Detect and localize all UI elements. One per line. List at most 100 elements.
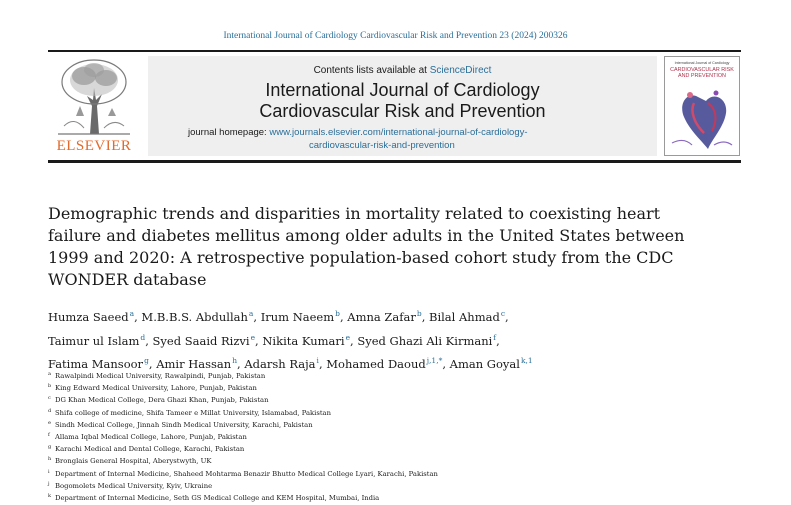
author-affiliation-marker[interactable]: g [144,356,149,365]
author-name: Mohamed Daoud [326,357,426,371]
affiliation-key: j [48,480,50,487]
author[interactable]: Amna Zafarb [347,309,422,324]
affiliation: e Sindh Medical College, Jinnah Sindh Med… [48,418,738,430]
contents-line: Contents lists available at ScienceDirec… [148,65,657,76]
journal-title-line2: Cardiovascular Risk and Prevention [259,101,546,121]
author-name: Fatima Mansoor [48,357,144,371]
cover-title: CARDIOVASCULAR RISK AND PREVENTION [667,67,737,79]
author[interactable]: Adarsh Rajai [244,356,319,371]
contents-prefix: Contents lists available at [313,65,430,76]
author[interactable]: Taimur ul Islamd [48,332,146,348]
author[interactable]: Amir Hassanh [156,356,238,371]
author-separator: , [339,310,348,324]
affiliation: h Bronglais General Hospital, Aberystwyth… [48,454,738,466]
author-separator: , [421,310,429,324]
affiliation-key: e [48,419,51,426]
affiliation: d Shifa college of medicine, Shifa Tameer… [48,406,738,418]
author-affiliation-marker[interactable]: e [345,332,351,342]
author-list: Humza Saeeda, M.B.B.S. Abdullaha, Irum N… [48,304,738,375]
author-affiliation-marker[interactable]: d [140,332,146,342]
elsevier-wordmark: ELSEVIER [56,138,132,154]
affiliation-text: DG Khan Medical College, Dera Ghazi Khan… [55,396,269,405]
author-affiliation-marker[interactable]: k,1 [520,356,533,365]
author[interactable]: Syed Ghazi Ali Kirmanif [357,332,497,348]
author[interactable]: Bilal Ahmadc [429,309,506,324]
author-affiliation-marker[interactable]: i [316,356,319,365]
author[interactable]: Syed Saaid Rizvie [152,332,256,348]
author-separator: , [145,333,153,348]
journal-title: International Journal of Cardiology Card… [148,80,657,122]
author-affiliation-marker[interactable]: b [416,309,422,318]
affiliation-text: Department of Internal Medicine, Seth GS… [55,494,380,503]
author[interactable]: Fatima Mansoorg [48,356,149,371]
author-affiliation-marker[interactable]: a [129,309,135,318]
elsevier-logo: ELSEVIER [48,56,140,156]
affiliation-key: d [48,407,52,414]
affiliation-text: Rawalpindi Medical University, Rawalpind… [55,372,266,380]
affiliation-text: Bogomolets Medical University, Kyiv, Ukr… [55,481,213,490]
author-affiliation-marker[interactable]: f [493,332,497,342]
affiliation: a Rawalpindi Medical University, Rawalpin… [48,369,738,381]
article-title: Demographic trends and disparities in mo… [48,204,685,289]
author-separator: , [350,333,358,348]
author-affiliation-marker[interactable]: b [335,309,340,318]
cover-title-line2: AND PREVENTION [678,73,726,80]
author-separator: , [237,357,245,371]
affiliation-key: a [48,371,51,377]
cover-title-line1: CARDIOVASCULAR RISK [670,67,734,73]
author-name: Syed Ghazi Ali Kirmani [357,333,493,348]
affiliation-key: g [48,444,52,451]
journal-banner: Contents lists available at ScienceDirec… [148,56,657,156]
author-separator: , [505,310,509,324]
affiliation-text: Shifa college of medicine, Shifa Tameer … [55,408,331,417]
affiliation: i Department of Internal Medicine, Shahee… [48,467,738,479]
affiliation-key: c [48,395,51,402]
author-separator: , [255,333,263,348]
affiliation-text: King Edward Medical University, Lahore, … [55,384,257,393]
elsevier-tree-icon [54,56,134,136]
author-affiliation-marker[interactable]: c [500,309,506,318]
affiliation-text: Sindh Medical College, Jinnah Sindh Medi… [55,420,313,429]
author-name: Adarsh Raja [244,357,316,371]
affiliation: f Allama Iqbal Medical College, Lahore, P… [48,430,738,442]
homepage-link[interactable]: www.journals.elsevier.com/international-… [269,127,528,138]
affiliation-text: Department of Internal Medicine, Shaheed… [55,469,438,478]
author-name: Aman Goyal [449,357,520,371]
affiliation-key: i [48,468,50,475]
cover-subtitle: International Journal of Cardiology [674,61,730,65]
author-separator: , [134,310,142,324]
author[interactable]: Mohamed Daoudj,1,* [326,356,443,371]
author-separator: , [496,333,500,348]
journal-cover-thumbnail[interactable]: International Journal of Cardiology CARD… [664,56,740,156]
heart-illustration-icon [668,83,736,155]
author[interactable]: Nikita Kumarie [262,332,351,348]
author-name: Syed Saaid Rizvi [152,333,250,348]
author[interactable]: Aman Goyalk,1 [449,356,533,371]
author-affiliation-marker[interactable]: e [250,332,256,342]
author-affiliation-marker[interactable]: j,1,* [426,356,443,365]
author[interactable]: Humza Saeeda [48,309,135,324]
homepage-label: journal homepage: [188,127,270,138]
affiliation: c DG Khan Medical College, Dera Ghazi Kha… [48,393,738,405]
author[interactable]: Irum Naeemb [260,309,340,324]
author-name: Nikita Kumari [262,333,345,348]
author-name: Humza Saeed [48,310,129,324]
affiliation-text: Karachi Medical and Dental College, Kara… [55,445,245,454]
author-name: M.B.B.S. Abdullah [141,310,248,324]
header-bottom-rule [48,160,741,163]
homepage-link-continued[interactable]: cardiovascular-risk-and-prevention [309,140,455,151]
affiliation-key: h [48,456,52,463]
author-separator: , [318,357,327,371]
author-name: Irum Naeem [260,310,335,324]
author[interactable]: M.B.B.S. Abdullaha [141,309,254,324]
author-affiliation-marker[interactable]: h [232,356,238,365]
affiliation-text: Bronglais General Hospital, Aberystwyth,… [55,457,212,466]
affiliation: k Department of Internal Medicine, Seth G… [48,491,738,503]
running-head: International Journal of Cardiology Card… [223,31,568,41]
affiliation: g Karachi Medical and Dental College, Kar… [48,442,738,454]
author-affiliation-marker[interactable]: a [248,309,254,318]
sciencedirect-link[interactable]: ScienceDirect [429,65,492,76]
journal-homepage: journal homepage: www.journals.elsevier.… [188,126,648,152]
affiliation-list: a Rawalpindi Medical University, Rawalpin… [48,369,738,503]
author-separator: , [253,310,261,324]
